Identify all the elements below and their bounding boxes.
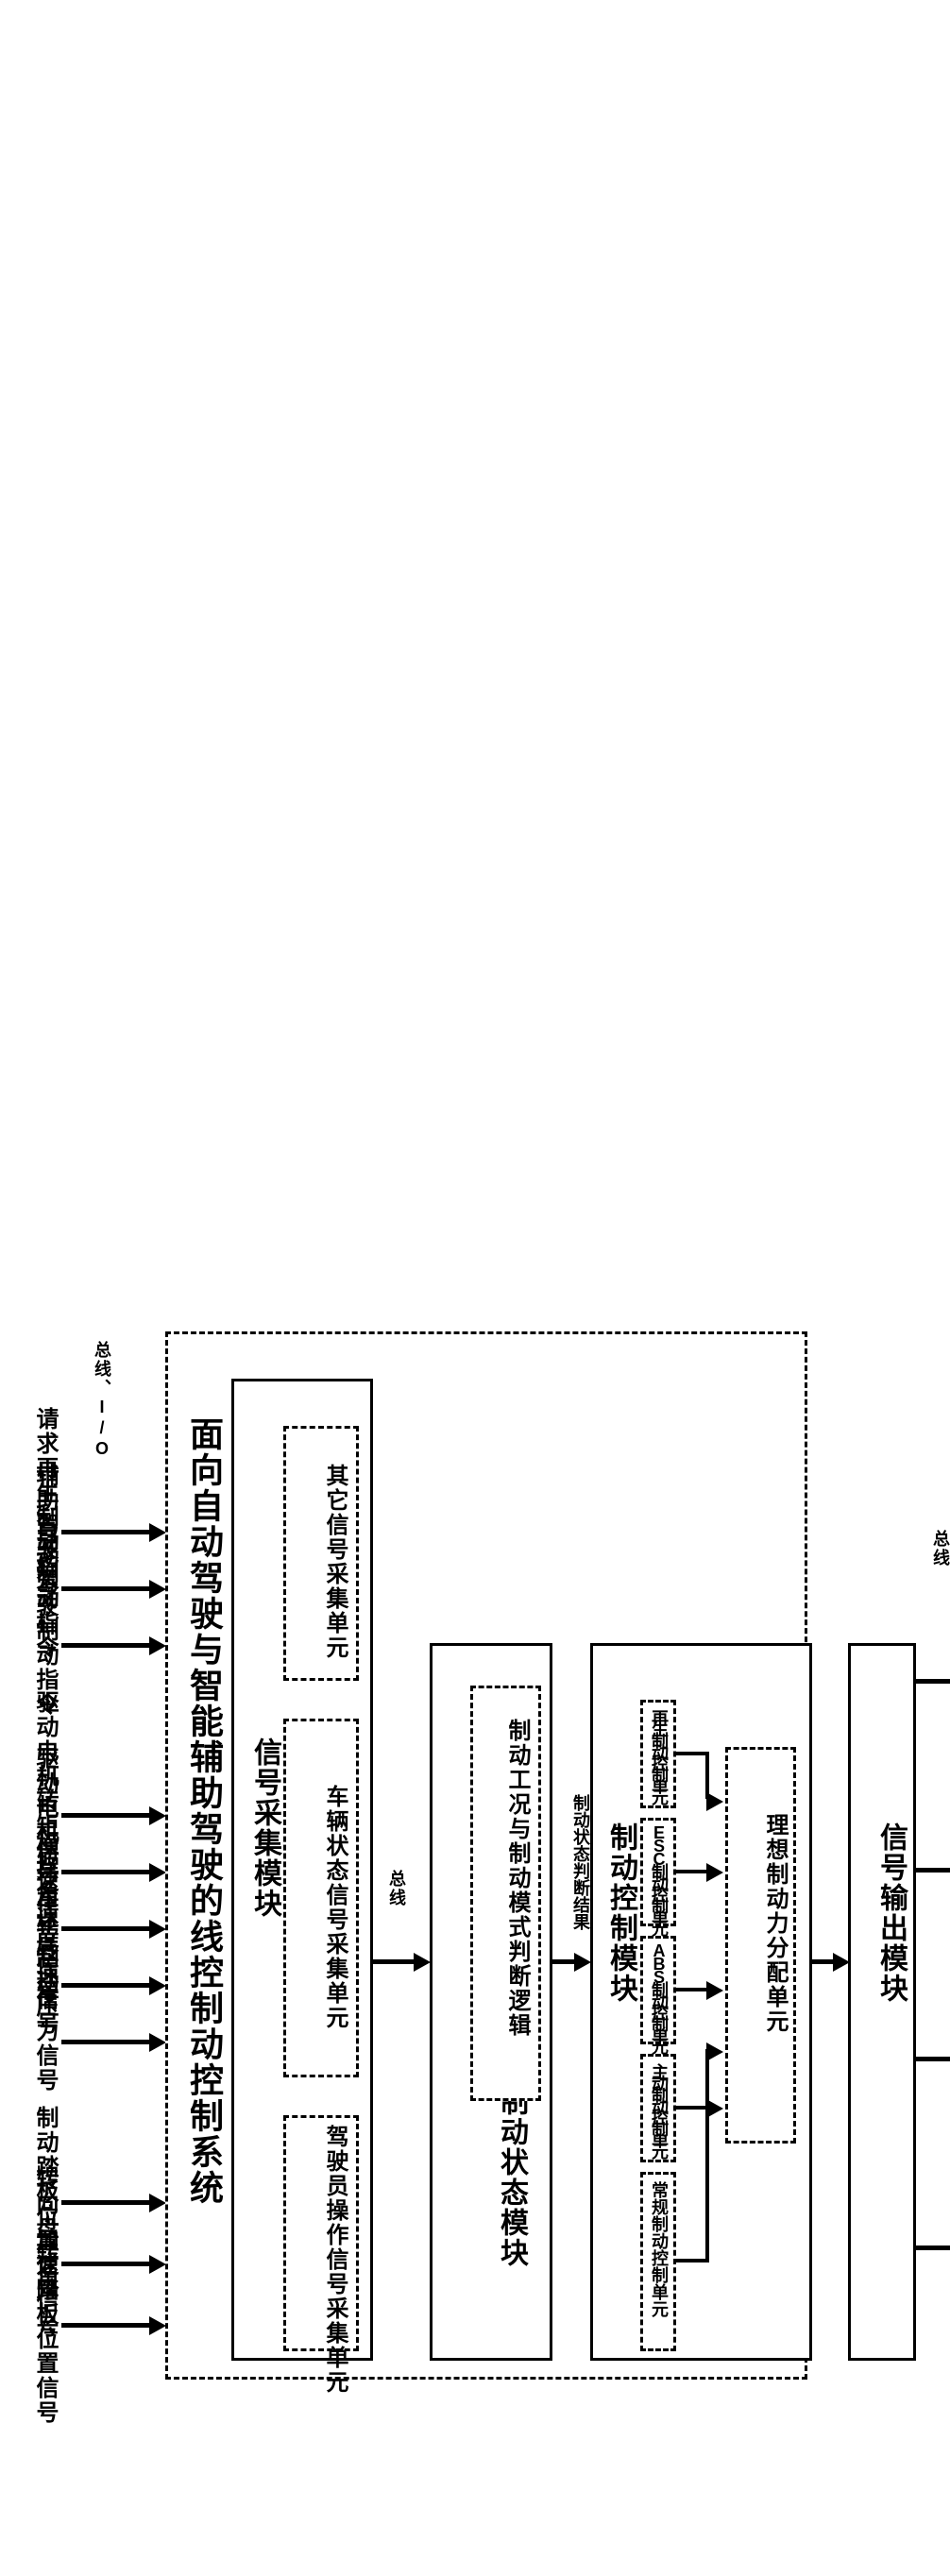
output-arrow [916,1868,950,1873]
input-arrow [61,1983,151,1988]
unit-label: 常规制动控制单元 [647,2181,671,2317]
arrow-head [574,1953,591,1972]
input-label: 驱动电机转矩信号 [28,1690,61,1887]
connector [676,1870,709,1873]
arrow-head [414,1953,431,1972]
connector [676,2106,709,2110]
input-arrow [61,1926,151,1931]
output-arrow [916,2057,950,2061]
unit-label: 再生制动控制单元 [647,1709,671,1800]
arrow-head [706,1792,723,1811]
unit-label: ABS制动控制单元 [647,1941,671,2049]
arrow-head [149,1976,166,1995]
input-arrow [61,1643,151,1648]
unit-label: 车辆状态信号采集单元 [295,1785,351,2030]
output-arrow [916,1679,950,1684]
input-arrow [61,1870,151,1874]
arrow-head [149,2316,166,2335]
input-arrow [61,2040,151,2044]
arrow-head [149,2033,166,2052]
arrow-head [149,1580,166,1599]
module4-title: 信号输出模块 [855,1822,911,2004]
arrow-head [706,2042,723,2061]
connector [705,2106,709,2262]
input-arrow [61,2323,151,2328]
connector [676,2259,709,2262]
arrow-head [149,1806,166,1825]
input-arrow [61,1586,151,1591]
unit-label: ESC制动控制单元 [647,1823,671,1931]
input-arrow [61,2200,151,2205]
input-label: 请求再生制动指令 [28,1407,61,1603]
unit-label: 驾驶员操作信号采集单元 [295,2125,351,2395]
output-bus-label: 总线 [928,1530,950,1568]
bus2-label: 制动状态判断结果 [555,1794,593,1930]
diagram-root: 制动踏板位置信号 转向盘转角信号 加速踏板位置信号 制动压力信号 车轮转速信号 … [19,19,931,2557]
arrow-head [706,1863,723,1882]
connector [676,1988,709,1991]
connector [676,1752,709,1755]
arrow-head [149,1636,166,1655]
unit-label: 其它信号采集单元 [295,1464,351,1660]
arrow-head [706,1981,723,2000]
input-arrow [61,1813,151,1818]
arrow-head [149,2255,166,2274]
module1-title: 信号采集模块 [244,1737,285,1919]
arrow-head [149,1863,166,1882]
arrow-head [149,1523,166,1542]
input-arrow [61,2262,151,2266]
connector [552,1959,576,1964]
system-title: 面向自动驾驶与智能辅助驾驶的线控制动控制系统 [179,1416,229,2206]
unit-label: 理想制动力分配单元 [735,1813,791,2034]
input-label: 加速踏板位置信号 [28,2229,61,2425]
bus1-label: 总线 [384,1870,409,1907]
module3-title: 制动控制模块 [600,1822,641,2004]
input-arrow [61,1530,151,1534]
unit-label: 制动工况与制动模式判断逻辑 [477,1719,534,2038]
arrow-head [149,1920,166,1939]
arrow-head [149,2194,166,2212]
unit-label: 主动制动控制单元 [647,2063,671,2154]
output-arrow [916,2246,950,2250]
connector [373,1959,416,1964]
input-bus-label: 总线、I/O [90,1341,114,1460]
